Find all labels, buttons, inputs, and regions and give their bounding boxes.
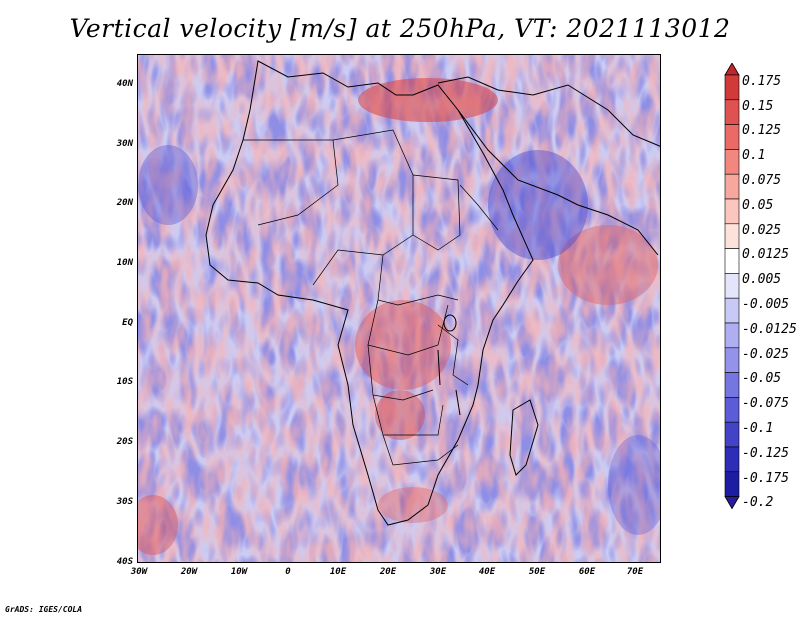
lat-label-10n: 10N (116, 258, 133, 268)
colorbar-swatch (724, 421, 740, 448)
colorbar-swatch (724, 74, 740, 101)
colorbar-swatch (724, 99, 740, 125)
lat-label-30s: 30S (116, 497, 133, 507)
colorbar-label: -0.005 (742, 297, 789, 312)
lon-label-30w: 30W (130, 567, 148, 577)
colorbar-swatch (724, 198, 740, 225)
lon-label-30e: 30E (429, 567, 447, 577)
colorbar-label: -0.025 (742, 346, 789, 362)
lon-label-10e: 10E (329, 567, 347, 577)
colorbar-label: 0.0125 (742, 247, 789, 263)
colorbar-swatch (724, 446, 740, 473)
strong-ascent-regions (138, 78, 658, 555)
colorbar-swatches (724, 63, 740, 510)
map-panel (137, 54, 661, 563)
colorbar-swatch (724, 372, 740, 398)
colorbar-label: -0.05 (742, 371, 782, 387)
colorbar-arrow-bottom (724, 496, 740, 510)
lon-label-10w: 10W (230, 567, 248, 577)
velocity-field (138, 55, 660, 562)
colorbar-swatch (724, 471, 740, 497)
colorbar-label: -0.2 (742, 495, 774, 511)
colorbar-label: 0.15 (742, 98, 774, 114)
ascent-streaks (138, 55, 660, 562)
colorbar-label: 0.175 (742, 73, 782, 89)
colorbar-label: 0.075 (742, 173, 782, 188)
colorbar-swatch (724, 223, 740, 249)
chart-title: Vertical velocity [m/s] at 250hPa, VT: 2… (69, 14, 731, 43)
colorbar-swatch (724, 173, 740, 200)
lat-label-eq: EQ (122, 318, 133, 328)
colorbar-swatch (724, 273, 740, 299)
lon-label-20e: 20E (379, 567, 397, 577)
lon-label-70e: 70E (626, 567, 644, 577)
lon-label-20w: 20W (180, 567, 198, 577)
lat-label-10s: 10S (116, 377, 133, 387)
colorbar-label: 0.1 (742, 148, 766, 164)
lon-label-0: 0 (285, 567, 291, 577)
colorbar-swatch (724, 149, 740, 175)
colorbar-label: 0.005 (742, 272, 782, 288)
lat-label-30n: 30N (116, 139, 133, 149)
strong-descent-regions (138, 145, 660, 535)
colorbar-label: -0.0125 (742, 321, 797, 337)
lon-label-60e: 60E (578, 567, 596, 577)
lon-label-40e: 40E (478, 567, 496, 577)
lakes (437, 314, 461, 416)
lat-label-20s: 20S (116, 437, 133, 447)
colorbar-swatch (724, 397, 740, 423)
colorbar-swatch (724, 347, 740, 373)
colorbar (724, 63, 740, 510)
colorbar-label: 0.025 (742, 222, 782, 238)
lat-label-40n: 40N (116, 79, 133, 89)
colorbar-swatch (724, 297, 740, 324)
colorbar-label: -0.175 (742, 470, 789, 486)
colorbar-label: 0.125 (742, 123, 782, 139)
lat-label-40s: 40S (116, 557, 133, 567)
colorbar-label: -0.125 (742, 445, 789, 461)
lon-label-50e: 50E (528, 567, 546, 577)
lat-label-20n: 20N (116, 198, 133, 208)
colorbar-label: -0.075 (742, 396, 789, 412)
colorbar-label: -0.1 (742, 421, 774, 436)
coastlines (205, 60, 660, 526)
credit-text: GrADS: IGES/COLA (5, 605, 83, 614)
country-borders (243, 129, 499, 466)
colorbar-swatch (724, 322, 740, 349)
colorbar-swatch (724, 124, 740, 150)
colorbar-label: 0.05 (742, 197, 774, 213)
colorbar-arrow-top (724, 63, 740, 76)
colorbar-swatch (724, 248, 740, 274)
